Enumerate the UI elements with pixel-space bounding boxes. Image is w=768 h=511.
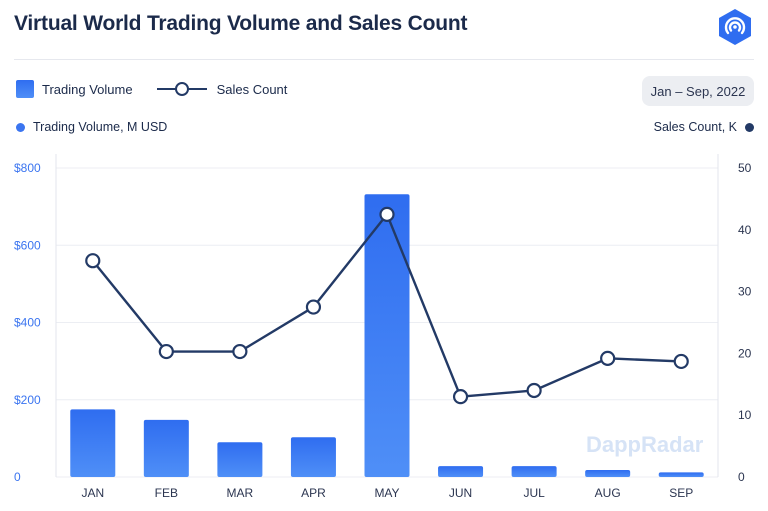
y-left-tick-label: $800 xyxy=(14,161,41,175)
sales-point-jun[interactable] xyxy=(452,389,469,405)
legend-label-sales-count: Sales Count xyxy=(216,81,288,97)
sales-point-jan[interactable] xyxy=(85,253,101,269)
left-axis-caption: Trading Volume, M USD xyxy=(16,120,167,134)
sales-point-aug[interactable] xyxy=(600,350,616,366)
legend-item-trading-volume[interactable]: Trading Volume xyxy=(16,80,133,98)
legend-item-sales-count[interactable]: Sales Count xyxy=(156,81,288,97)
x-tick-label: SEP xyxy=(669,486,693,500)
bar-jul[interactable] xyxy=(511,466,557,477)
sales-point-sep[interactable] xyxy=(673,353,689,370)
dappradar-logo-icon xyxy=(719,9,751,45)
right-axis-caption: Sales Count, K xyxy=(654,120,754,134)
x-tick-label: MAR xyxy=(227,486,254,500)
x-tick-label: MAY xyxy=(374,486,399,500)
legend: Trading Volume Sales Count xyxy=(16,80,311,98)
right-axis-caption-text: Sales Count, K xyxy=(653,120,737,134)
sales-point-feb[interactable] xyxy=(158,343,174,360)
sales-point-may[interactable] xyxy=(379,206,395,222)
bar-apr[interactable] xyxy=(290,437,336,477)
bar-swatch-icon xyxy=(16,80,34,98)
legend-label-trading-volume: Trading Volume xyxy=(42,81,133,97)
y-right-tick-label: 20 xyxy=(738,346,752,360)
x-tick-label: FEB xyxy=(155,486,178,500)
bar-mar[interactable] xyxy=(217,442,263,477)
x-tick-label: JUN xyxy=(449,486,472,500)
y-right-tick-label: 0 xyxy=(738,470,745,484)
date-range-badge[interactable]: Jan – Sep, 2022 xyxy=(642,76,754,106)
left-axis-caption-text: Trading Volume, M USD xyxy=(33,120,168,134)
header-divider xyxy=(14,59,754,60)
sales-point-apr[interactable] xyxy=(305,299,322,315)
x-tick-label: APR xyxy=(301,486,326,500)
bar-jan[interactable] xyxy=(70,409,116,477)
y-right-tick-label: 40 xyxy=(738,223,752,237)
x-tick-label: JUL xyxy=(523,486,545,500)
bar-feb[interactable] xyxy=(143,419,189,477)
y-right-tick-label: 30 xyxy=(738,285,752,299)
blue-dot-icon xyxy=(16,122,25,132)
y-right-tick-label: 10 xyxy=(738,408,752,422)
bar-may[interactable] xyxy=(364,194,410,477)
navy-dot-icon xyxy=(745,122,754,132)
y-left-tick-label: $400 xyxy=(14,316,41,330)
y-right-tick-label: 50 xyxy=(738,161,752,175)
sales-point-jul[interactable] xyxy=(526,382,542,399)
watermark-text: DappRadar xyxy=(586,432,704,457)
bar-sep[interactable] xyxy=(658,472,704,477)
chart-title: Virtual World Trading Volume and Sales C… xyxy=(14,12,468,35)
y-left-tick-label: $200 xyxy=(14,393,41,407)
x-tick-label: AUG xyxy=(595,486,621,500)
line-marker-swatch-icon xyxy=(156,82,207,96)
x-tick-label: JAN xyxy=(81,486,104,500)
bar-jun[interactable] xyxy=(438,466,484,477)
y-left-tick-label: 0 xyxy=(14,470,21,484)
y-left-tick-label: $600 xyxy=(14,238,41,252)
sales-point-mar[interactable] xyxy=(232,343,248,360)
bar-aug[interactable] xyxy=(585,470,631,477)
